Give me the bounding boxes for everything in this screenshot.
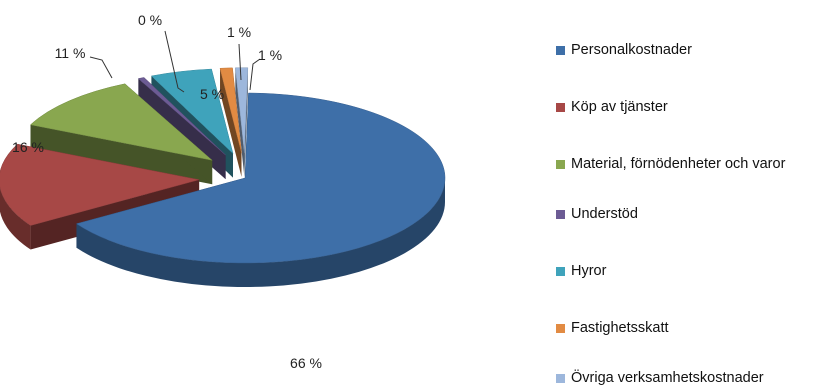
pie-slice-top-understod bbox=[137, 77, 226, 156]
pie-slice-top-kop-av-tjanster bbox=[0, 143, 200, 226]
legend-swatch-ovriga-verksamhetskostnader bbox=[556, 373, 565, 383]
leader-line-material-fornodenheter-och-varor bbox=[89, 56, 113, 79]
data-label-personalkostnader: 66 % bbox=[290, 355, 322, 371]
data-label-fastighetsskatt: 1 % bbox=[227, 24, 251, 40]
legend-label-material-fornodenheter-och-varor: Material, förnödenheter och varor bbox=[571, 156, 786, 172]
legend-label-kop-av-tjanster: Köp av tjänster bbox=[571, 99, 668, 115]
legend-swatch-personalkostnader bbox=[556, 45, 565, 55]
pie-slice-material-fornodenheter-och-varor bbox=[29, 83, 214, 185]
pie-slice-top-personalkostnader bbox=[75, 92, 446, 264]
legend-label-hyror: Hyror bbox=[571, 263, 607, 279]
legend-swatch-hyror bbox=[556, 266, 565, 276]
slices-layer bbox=[0, 67, 446, 287]
data-labels-layer: 66 % 16 % 11 % 0 % 5 % 1 % 1 % bbox=[12, 12, 322, 371]
legend-label-fastighetsskatt: Fastighetsskatt bbox=[571, 320, 669, 336]
pie-slice-kop-av-tjanster bbox=[0, 143, 200, 250]
legend-swatch-understod bbox=[556, 209, 565, 219]
leader-line-fastighetsskatt bbox=[238, 43, 242, 81]
pie-slice-wall-material-fornodenheter-och-varor-0 bbox=[30, 124, 213, 185]
pie-slice-wall-understod-1 bbox=[143, 77, 226, 180]
pie-slice-wall-fastighetsskatt-0 bbox=[220, 68, 242, 177]
legend-item-fastighetsskatt: Fastighetsskatt bbox=[556, 318, 669, 338]
data-label-ovriga-verksamhetskostnader: 1 % bbox=[258, 47, 282, 63]
legend-item-kop-av-tjanster: Köp av tjänster bbox=[556, 97, 668, 117]
pie-slice-top-material-fornodenheter-och-varor bbox=[29, 83, 214, 161]
legend-item-personalkostnader: Personalkostnader bbox=[556, 40, 692, 60]
pie-slice-top-ovriga-verksamhetskostnader bbox=[235, 67, 249, 153]
leader-line-ovriga-verksamhetskostnader bbox=[249, 58, 261, 91]
legend-label-ovriga-verksamhetskostnader: Övriga verksamhetskostnader bbox=[571, 370, 764, 386]
pie-slice-ovriga-verksamhetskostnader bbox=[235, 67, 249, 177]
pie-slice-top-hyror bbox=[150, 68, 234, 155]
leader-line-understod bbox=[164, 30, 185, 93]
pie-slice-wall-ovriga-verksamhetskostnader-0 bbox=[235, 67, 245, 177]
legend-swatch-kop-av-tjanster bbox=[556, 102, 565, 112]
legend-item-understod: Understöd bbox=[556, 204, 638, 224]
legend-item-ovriga-verksamhetskostnader: Övriga verksamhetskostnader bbox=[556, 368, 764, 388]
data-label-kop-av-tjanster: 16 % bbox=[12, 139, 44, 155]
pie-slice-top-fastighetsskatt bbox=[219, 67, 242, 153]
legend-item-material-fornodenheter-och-varor: Material, förnödenheter och varor bbox=[556, 154, 785, 174]
data-label-material-fornodenheter-och-varor: 11 % bbox=[55, 45, 86, 61]
pie-slice-rim-kop-av-tjanster bbox=[0, 187, 31, 250]
pie-slice-fastighetsskatt bbox=[219, 67, 242, 177]
legend-item-hyror: Hyror bbox=[556, 261, 606, 281]
data-label-hyror: 5 % bbox=[200, 86, 224, 102]
legend-swatch-material-fornodenheter-och-varor bbox=[556, 159, 565, 169]
legend-label-personalkostnader: Personalkostnader bbox=[571, 42, 692, 58]
pie-slice-rim-personalkostnader bbox=[76, 178, 446, 287]
data-label-understod: 0 % bbox=[138, 12, 162, 28]
pie-slice-personalkostnader bbox=[75, 92, 446, 287]
legend-swatch-fastighetsskatt bbox=[556, 323, 565, 333]
legend-label-understod: Understöd bbox=[571, 206, 638, 222]
